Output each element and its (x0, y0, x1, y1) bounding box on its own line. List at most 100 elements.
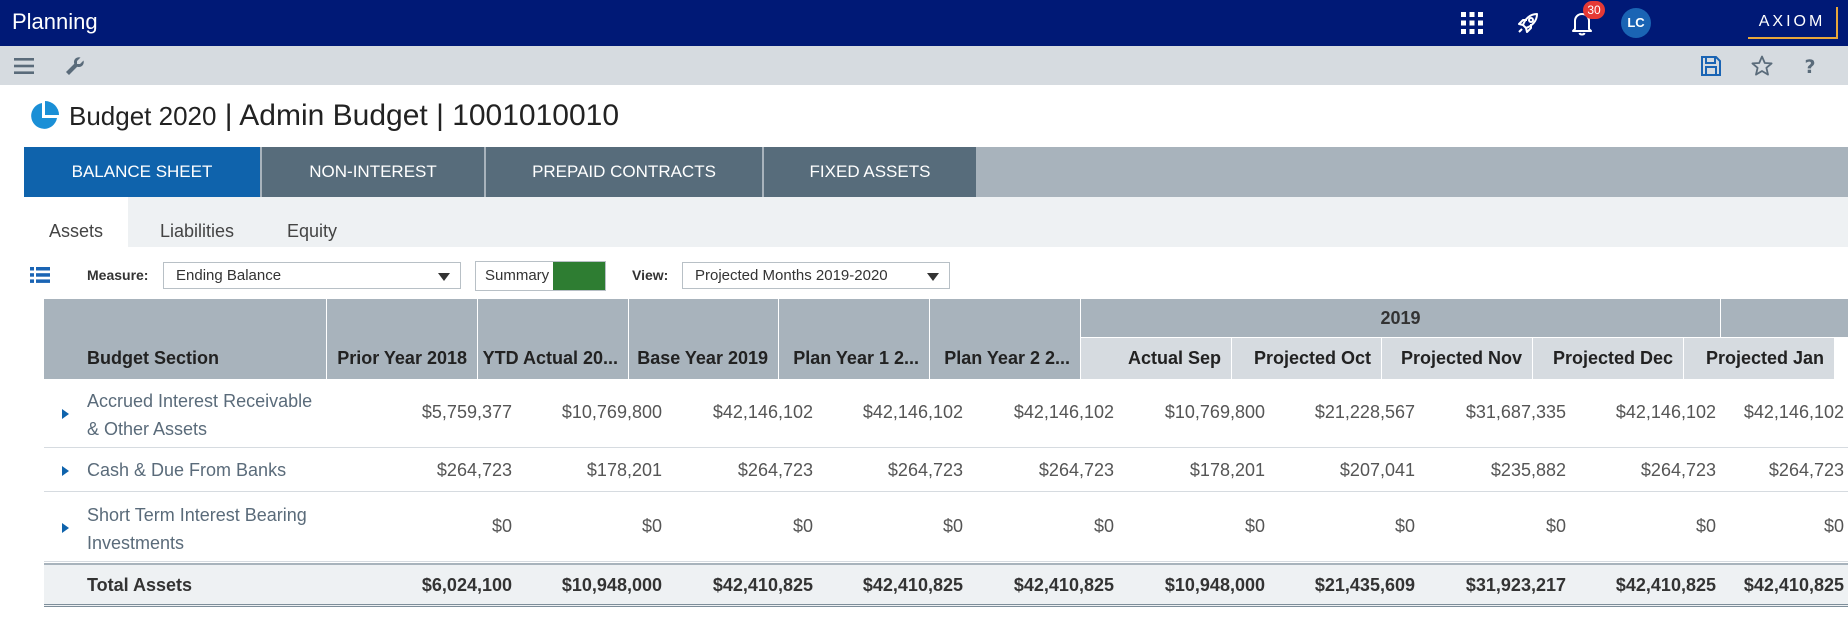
tab-prepaid-contracts[interactable]: PREPAID CONTRACTS (486, 147, 762, 197)
summary-toggle[interactable]: Summary (475, 261, 606, 291)
cell-plan-year-1: $0 (942, 516, 963, 536)
apps-grid-icon[interactable] (1457, 8, 1487, 38)
table-row[interactable]: Short Term Interest Bearing Investments $… (44, 493, 1848, 562)
subtab-liabilities[interactable]: Liabilities (159, 221, 235, 241)
column-header-ytd-actual[interactable]: YTD Actual 20... (478, 299, 628, 379)
rocket-icon[interactable] (1513, 8, 1543, 38)
total-row: Total Assets $6,024,100 $10,948,000 $42,… (44, 563, 1848, 607)
tab-fixed-assets[interactable]: FIXED ASSETS (764, 147, 976, 197)
cell-base-year: $264,723 (737, 460, 813, 480)
cell-projected-oct: $21,228,567 (1314, 402, 1415, 422)
total-label: Total Assets (87, 575, 193, 595)
cell-projected-nov: $235,882 (1490, 460, 1566, 480)
list-view-icon[interactable] (30, 266, 50, 284)
row-label: Short Term Interest Bearing Investments (87, 505, 307, 553)
cell-prior-year: $5,759,377 (421, 402, 512, 422)
top-bar: Planning 30 LC AXIOM (0, 0, 1848, 46)
cell-base-year: $42,146,102 (712, 402, 813, 422)
cell-projected-dec: $0 (1695, 516, 1716, 536)
main-tabs: BALANCE SHEET NON-INTEREST PREPAID CONTR… (24, 147, 1848, 197)
svg-text:?: ? (1804, 56, 1815, 78)
row-label: Accrued Interest Receivable & Other Asset… (87, 391, 313, 439)
page-title: Budget 2020 | Admin Budget | 1001010010 (69, 99, 619, 133)
column-header-prior-year[interactable]: Prior Year 2018 (327, 299, 477, 379)
chevron-down-icon (438, 273, 450, 281)
measure-label: Measure: (87, 267, 149, 283)
cell-plan-year-2: $42,146,102 (1013, 402, 1114, 422)
cell-plan-year-2: $264,723 (1038, 460, 1114, 480)
cell-actual-sep: $10,769,800 (1164, 402, 1265, 422)
wrench-icon[interactable] (63, 54, 87, 78)
cell-projected-nov: $0 (1545, 516, 1566, 536)
cell-actual-sep: $0 (1244, 516, 1265, 536)
budget-grid: Budget Section Prior Year 2018 YTD Actua… (44, 299, 1848, 615)
toolbar: ? (0, 46, 1848, 85)
column-header-actual-sep[interactable]: Actual Sep (1081, 338, 1231, 379)
total-projected-dec: $42,410,825 (1615, 575, 1716, 595)
tab-non-interest[interactable]: NON-INTEREST (262, 147, 484, 197)
brand-logo: AXIOM (1748, 7, 1838, 39)
budget-pie-chart-icon (31, 101, 59, 129)
column-header-projected-jan[interactable]: Projected Jan (1684, 338, 1834, 379)
expand-row-icon[interactable] (62, 523, 69, 533)
page-title-detail: | Admin Budget | 1001010010 (216, 99, 620, 132)
cell-projected-dec: $264,723 (1640, 460, 1716, 480)
app-title: Planning (12, 9, 98, 34)
notifications-bell-icon[interactable] (1567, 8, 1597, 38)
view-dropdown[interactable]: Projected Months 2019-2020 (682, 262, 950, 289)
column-header-budget-section[interactable]: Budget Section (44, 299, 326, 379)
measure-dropdown[interactable]: Ending Balance (163, 262, 461, 289)
column-header-plan-year-2[interactable]: Plan Year 2 2... (930, 299, 1080, 379)
total-actual-sep: $10,948,000 (1164, 575, 1265, 595)
cell-ytd-actual: $0 (641, 516, 662, 536)
total-prior-year: $6,024,100 (421, 575, 512, 595)
hamburger-menu-icon[interactable] (12, 54, 36, 78)
cell-projected-nov: $31,687,335 (1465, 402, 1566, 422)
summary-toggle-switch[interactable] (553, 262, 605, 290)
subtab-assets[interactable]: Assets (24, 197, 128, 247)
table-row[interactable]: Accrued Interest Receivable & Other Asset… (44, 379, 1848, 448)
cell-projected-jan: $0 (1823, 516, 1844, 536)
cell-plan-year-2: $0 (1093, 516, 1114, 536)
tab-balance-sheet[interactable]: BALANCE SHEET (24, 147, 260, 197)
measure-value: Ending Balance (176, 267, 282, 284)
notification-count-badge: 30 (1583, 1, 1605, 19)
total-projected-oct: $21,435,609 (1314, 575, 1415, 595)
cell-plan-year-1: $42,146,102 (862, 402, 963, 422)
total-projected-jan: $42,410,825 (1743, 575, 1844, 595)
expand-row-icon[interactable] (62, 409, 69, 419)
cell-projected-oct: $0 (1394, 516, 1415, 536)
total-projected-nov: $31,923,217 (1465, 575, 1566, 595)
column-header-projected-dec[interactable]: Projected Dec (1533, 338, 1683, 379)
row-label: Cash & Due From Banks (87, 460, 287, 480)
column-group-2020 (1721, 299, 1848, 337)
cell-ytd-actual: $178,201 (586, 460, 662, 480)
view-value: Projected Months 2019-2020 (695, 267, 888, 284)
cell-prior-year: $0 (491, 516, 512, 536)
cell-projected-oct: $207,041 (1339, 460, 1415, 480)
total-base-year: $42,410,825 (712, 575, 813, 595)
page-title-budget: Budget 2020 (69, 101, 217, 131)
column-header-base-year[interactable]: Base Year 2019 (629, 299, 778, 379)
save-icon[interactable] (1699, 54, 1723, 78)
cell-projected-dec: $42,146,102 (1615, 402, 1716, 422)
sub-tabs: Assets Liabilities Equity (24, 197, 1848, 247)
column-header-projected-oct[interactable]: Projected Oct (1232, 338, 1381, 379)
cell-plan-year-1: $264,723 (887, 460, 963, 480)
chevron-down-icon (927, 273, 939, 281)
column-header-projected-nov[interactable]: Projected Nov (1382, 338, 1532, 379)
column-group-2019: 2019 (1081, 299, 1720, 337)
user-avatar[interactable]: LC (1621, 8, 1651, 38)
table-row[interactable]: Cash & Due From Banks $264,723 $178,201 … (44, 449, 1848, 492)
cell-projected-jan: $42,146,102 (1743, 402, 1844, 422)
summary-label: Summary (485, 267, 550, 284)
cell-base-year: $0 (792, 516, 813, 536)
view-label: View: (632, 267, 669, 283)
subtab-equity[interactable]: Equity (286, 221, 338, 241)
cell-actual-sep: $178,201 (1189, 460, 1265, 480)
help-icon[interactable]: ? (1798, 54, 1822, 78)
column-header-plan-year-1[interactable]: Plan Year 1 2... (779, 299, 929, 379)
favorite-star-icon[interactable] (1750, 54, 1774, 78)
expand-row-icon[interactable] (62, 466, 69, 476)
total-ytd-actual: $10,948,000 (561, 575, 662, 595)
